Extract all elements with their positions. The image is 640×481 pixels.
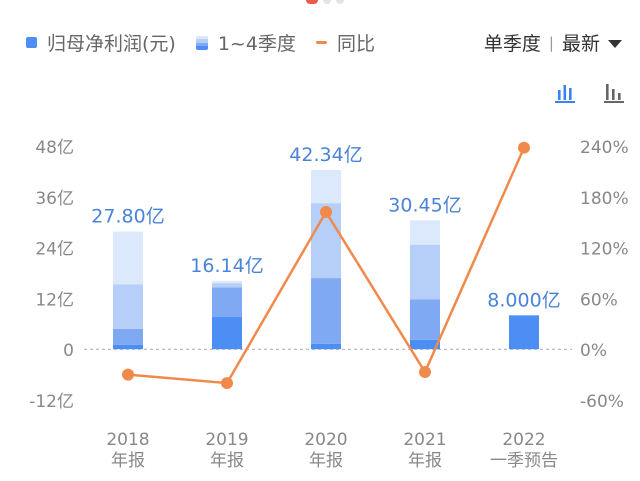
y-right-tick-label: 60%	[580, 290, 618, 310]
legend-item-yoy[interactable]: 同比	[315, 29, 375, 56]
bar-value-label: 16.14亿	[190, 255, 263, 277]
y-right-tick-label: 240%	[580, 138, 629, 158]
y-right-tick-label: 0%	[580, 341, 607, 361]
caret-down-icon	[608, 39, 622, 48]
y-right-tick-label: -60%	[580, 392, 624, 412]
y-left-tick-label: 48亿	[35, 138, 74, 158]
carousel-dot[interactable]	[336, 0, 344, 4]
sort-dropdown-label: 最新	[561, 33, 600, 55]
controls-separator: |	[548, 33, 554, 52]
x-tick-label: 一季预告	[490, 451, 558, 471]
legend-swatch-solid	[26, 37, 37, 48]
sort-dropdown[interactable]: 最新	[562, 29, 622, 56]
bar-value-label: 30.45亿	[388, 194, 461, 216]
bar-segment-q3	[212, 283, 242, 288]
y-right-tick-label: 120%	[580, 240, 629, 260]
yoy-point	[122, 368, 134, 381]
y-left-tick-label: -12亿	[29, 392, 74, 412]
column-chart-icon	[604, 84, 624, 103]
x-tick-label: 年报	[210, 451, 244, 471]
bar-segment-q2	[311, 278, 341, 344]
carousel-dot-active[interactable]	[306, 0, 318, 4]
yoy-point	[221, 377, 233, 390]
y-left-tick-label: 36亿	[35, 189, 74, 209]
y-right-tick-label: 180%	[580, 189, 629, 209]
x-tick-label: 2022	[502, 430, 545, 450]
x-tick-label: 2021	[403, 430, 446, 450]
x-tick-label: 年报	[309, 451, 343, 471]
bar-value-label: 42.34亿	[289, 144, 362, 166]
x-tick-label: 年报	[408, 451, 442, 471]
yoy-point	[518, 141, 530, 154]
bar-segment-q2	[410, 299, 440, 340]
yoy-point	[419, 366, 431, 379]
x-tick-label: 2018	[106, 430, 149, 450]
legend-item-net-profit[interactable]: 归母净利润(元)	[26, 29, 176, 56]
legend-item-quarters[interactable]: 1~4季度	[195, 29, 296, 56]
bar-segment-q4	[311, 169, 341, 204]
alt-chart-view-toggle[interactable]	[602, 82, 626, 104]
bar-chart-icon	[555, 85, 575, 103]
bar-segment-q1	[410, 339, 440, 350]
bar	[509, 315, 539, 350]
chart-legend: 归母净利润(元) 1~4季度 同比	[26, 29, 395, 56]
chart-controls: 单季度 | 最新	[484, 29, 622, 56]
bar-segment-q1	[212, 317, 242, 350]
legend-swatch-line	[315, 41, 327, 44]
y-left-tick-label: 0	[63, 341, 74, 361]
y-left-tick-label: 12亿	[35, 290, 74, 310]
legend-swatch-stack	[195, 35, 208, 50]
y-left-tick-label: 24亿	[35, 240, 74, 260]
x-tick-label: 年报	[111, 451, 145, 471]
bar-segment-q3	[410, 244, 440, 300]
bar-value-label: 8.000亿	[487, 289, 560, 311]
bar-segment-q1	[311, 343, 341, 350]
legend-label: 1~4季度	[217, 33, 296, 55]
carousel-dot[interactable]	[323, 0, 331, 4]
bar-segment-q4	[410, 220, 440, 245]
bar-segment-q3	[113, 284, 143, 329]
chart-view-toggle[interactable]	[553, 82, 577, 104]
legend-label: 同比	[336, 33, 375, 55]
period-selector[interactable]: 单季度	[483, 33, 541, 55]
carousel-indicator	[306, 0, 344, 4]
bar-segment-q2	[113, 328, 143, 345]
legend-label: 归母净利润(元)	[47, 33, 176, 55]
x-tick-label: 2020	[304, 430, 347, 450]
bar-segment-q4	[212, 280, 242, 284]
yoy-point	[320, 206, 332, 219]
bar-segment-q2	[212, 287, 242, 318]
bar-segment-q4	[113, 231, 143, 285]
bar-segment-q1	[113, 344, 143, 350]
bar-value-label: 27.80亿	[91, 206, 164, 228]
x-tick-label: 2019	[205, 430, 248, 450]
